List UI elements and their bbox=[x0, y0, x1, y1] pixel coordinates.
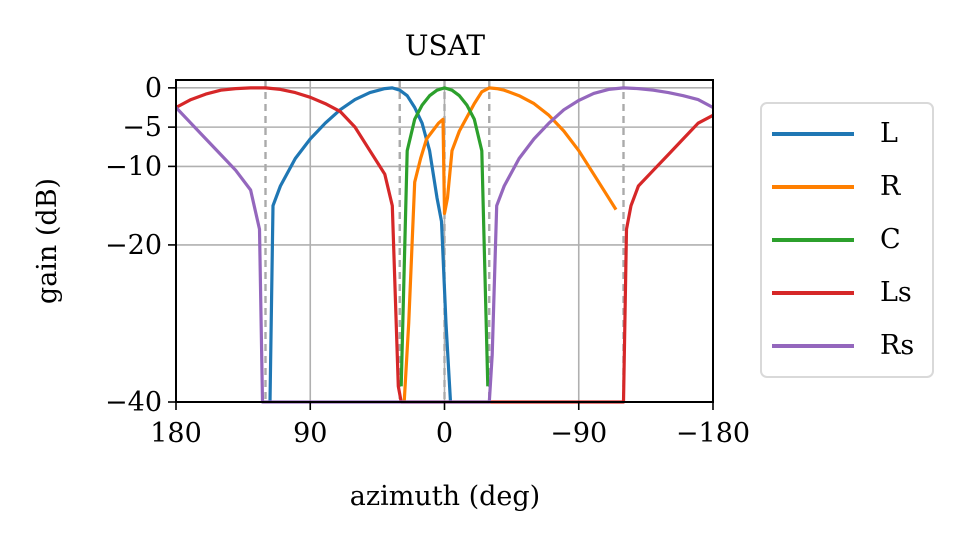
legend-swatch bbox=[772, 238, 854, 242]
y-tick-label: 0 bbox=[145, 73, 162, 104]
legend-item: L bbox=[772, 114, 922, 154]
legend-swatch bbox=[772, 132, 854, 136]
chart-title: USAT bbox=[405, 29, 485, 62]
legend: L R C Ls Rs bbox=[760, 102, 934, 378]
legend-item: C bbox=[772, 220, 922, 260]
legend-item: R bbox=[772, 167, 922, 207]
series-line-l bbox=[268, 86, 453, 403]
ticks: 180 90 0 −90 −180 0 −5 −10 −20 −40 bbox=[105, 73, 750, 449]
y-tick-label: −20 bbox=[105, 230, 162, 261]
y-tick-label: −5 bbox=[122, 112, 162, 143]
x-tick-label: −180 bbox=[676, 418, 750, 449]
legend-swatch bbox=[772, 185, 854, 189]
series-line-r bbox=[402, 86, 618, 403]
x-tick-label: 0 bbox=[436, 418, 453, 449]
series-line-c bbox=[399, 86, 490, 387]
legend-label: Ls bbox=[880, 277, 912, 308]
series-line-rs bbox=[174, 86, 714, 404]
y-axis-label: gain (dB) bbox=[32, 178, 63, 304]
x-axis-label: azimuth (deg) bbox=[350, 481, 540, 512]
y-tick-label: −10 bbox=[105, 151, 162, 182]
x-tick-label: 90 bbox=[293, 418, 327, 449]
legend-swatch bbox=[772, 344, 854, 348]
legend-item: Ls bbox=[772, 273, 922, 313]
legend-label: Rs bbox=[880, 330, 915, 361]
legend-item: Rs bbox=[772, 326, 922, 366]
series-lines bbox=[174, 86, 714, 404]
x-tick-label: 180 bbox=[150, 418, 202, 449]
legend-label: R bbox=[880, 171, 901, 202]
series-line-ls bbox=[175, 86, 714, 404]
legend-swatch bbox=[772, 291, 854, 295]
legend-label: C bbox=[880, 224, 901, 255]
legend-label: L bbox=[880, 118, 898, 149]
y-tick-label: −40 bbox=[105, 387, 162, 418]
x-tick-label: −90 bbox=[550, 418, 607, 449]
